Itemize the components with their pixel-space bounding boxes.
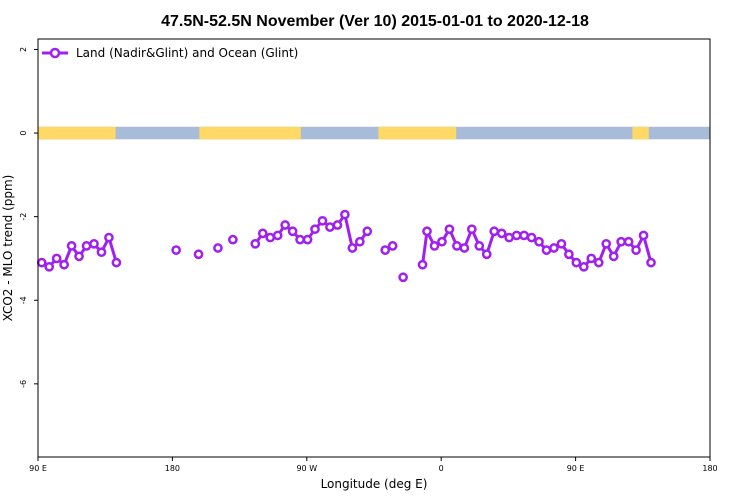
data-point (601, 238, 612, 249)
y-tick-label: -6 (19, 380, 28, 388)
data-point (213, 243, 223, 253)
data-point (631, 245, 641, 255)
x-axis: 90 E 180 90 W 0 90 E 180 (29, 457, 718, 473)
data-point (280, 220, 290, 230)
data-point (104, 232, 114, 243)
data-point (89, 238, 99, 249)
data-point (362, 226, 373, 237)
data-point (302, 234, 313, 245)
legend: Land (Nadir&Glint) and Ocean (Glint) (42, 46, 298, 60)
data-point (193, 249, 204, 260)
data-point (466, 224, 477, 235)
data-point (616, 236, 626, 247)
data-point (295, 234, 305, 245)
data-point (519, 230, 529, 241)
data-point (265, 232, 276, 243)
ocean-band (38, 126, 710, 140)
data-point (310, 224, 320, 235)
data-point (250, 238, 261, 249)
data-point (496, 228, 507, 239)
land-band-segment (378, 126, 457, 140)
data-point (36, 257, 47, 268)
data-point (325, 222, 335, 232)
data-point (59, 259, 69, 270)
data-point (96, 247, 107, 258)
chart-title: 47.5N-52.5N November (Ver 10) 2015-01-01… (161, 13, 589, 30)
data-point (526, 232, 537, 243)
x-tick-label: 90 E (567, 464, 585, 473)
data-point (380, 245, 391, 255)
y-axis: 2 0 -2 -4 -6 (19, 47, 38, 388)
land-ocean-band (38, 126, 710, 140)
y-tick-label: 2 (19, 47, 28, 52)
data-point (429, 241, 440, 251)
data-point (111, 257, 122, 268)
data-point (489, 226, 500, 237)
x-axis-label: Longitude (deg E) (321, 477, 428, 491)
legend-entry-label: Land (Nadir&Glint) and Ocean (Glint) (76, 46, 298, 60)
data-point (272, 230, 283, 241)
data-point (578, 261, 589, 272)
y-tick-label: -4 (19, 296, 28, 304)
data-point (564, 249, 574, 260)
data-point (81, 241, 92, 251)
y-tick-label: -2 (19, 213, 28, 221)
y-axis-label: XCO2 - MLO trend (ppm) (1, 175, 15, 322)
data-point (459, 243, 470, 253)
land-band-segment (199, 126, 301, 140)
data-point (422, 226, 432, 237)
data-point (481, 249, 492, 260)
data-point (347, 243, 358, 253)
data-point (171, 245, 181, 255)
data-point (511, 230, 522, 241)
data-point (556, 238, 567, 249)
data-point (541, 245, 552, 255)
series-land-ocean (36, 209, 656, 283)
data-point (44, 261, 55, 272)
data-point (608, 251, 619, 262)
data-point (66, 241, 77, 251)
data-point (398, 272, 408, 283)
plot-frame (37, 38, 711, 458)
data-point (228, 234, 238, 245)
data-point (534, 236, 544, 247)
data-point (452, 241, 462, 251)
data-point (586, 253, 597, 264)
data-point (257, 228, 268, 239)
data-point (623, 236, 634, 247)
data-point (549, 243, 559, 253)
data-point (354, 236, 365, 247)
data-point (444, 224, 455, 235)
x-tick-label: 0 (439, 464, 444, 473)
data-point (593, 257, 604, 268)
data-point (646, 257, 656, 268)
data-point (51, 253, 62, 264)
legend-marker (49, 47, 61, 59)
x-tick-label: 180 (165, 464, 180, 473)
data-point (340, 209, 350, 220)
y-tick-label: 0 (19, 131, 28, 136)
data-point (638, 230, 649, 241)
data-point (287, 226, 298, 237)
data-point (332, 220, 343, 230)
data-point (571, 257, 582, 268)
x-tick-label: 90 E (29, 464, 47, 473)
data-point (74, 251, 84, 262)
data-point (387, 241, 398, 251)
x-tick-label: 180 (702, 464, 717, 473)
land-band-segment (632, 126, 649, 140)
data-point (417, 259, 428, 270)
data-point (437, 236, 447, 247)
land-band-segment (38, 126, 116, 140)
data-point (474, 241, 485, 251)
data-point (317, 215, 328, 226)
data-point (504, 232, 514, 243)
x-tick-label: 90 W (296, 464, 317, 473)
